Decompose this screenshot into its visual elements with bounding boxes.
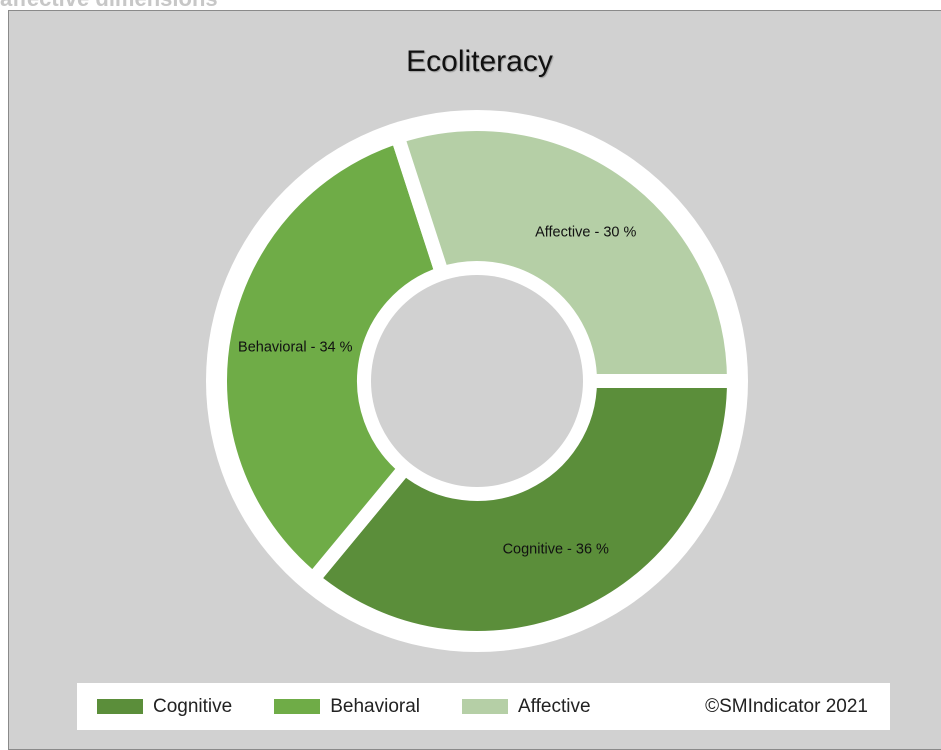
slice-label-cognitive: Cognitive - 36 % <box>503 541 609 557</box>
legend-swatch-affective <box>462 699 508 714</box>
chart-frame: Ecoliteracy Cognitive - 36 % Behavioral -… <box>8 10 941 750</box>
slice-behavioral <box>213 127 451 589</box>
legend-item-cognitive: Cognitive <box>97 696 232 718</box>
legend-label-affective: Affective <box>518 695 591 717</box>
legend-swatch-behavioral <box>274 699 321 714</box>
donut-hole <box>371 275 583 487</box>
donut-slice-labels: Cognitive - 36 % Behavioral - 34 % Affecti… <box>238 224 636 557</box>
legend-swatch-cognitive <box>97 699 143 714</box>
slice-label-affective: Affective - 30 % <box>535 224 636 240</box>
legend-label-behavioral: Behavioral <box>330 695 420 717</box>
legend-item-behavioral: Behavioral <box>274 696 420 718</box>
legend-label-cognitive: Cognitive <box>153 695 233 717</box>
copyright-text: ©SMIndicator 2021 <box>705 695 868 717</box>
donut-chart: Cognitive - 36 % Behavioral - 34 % Affecti… <box>206 110 748 652</box>
chart-legend: Cognitive Behavioral Affective ©SMIndica… <box>77 683 890 730</box>
slice-cognitive <box>303 374 742 645</box>
legend-item-affective: Affective <box>462 696 591 718</box>
chart-title: Ecoliteracy <box>406 45 553 78</box>
slice-label-behavioral: Behavioral - 34 % <box>238 339 353 355</box>
donut-slices <box>213 117 742 645</box>
page-heading: affective dimensions <box>0 0 218 12</box>
slice-affective <box>388 117 742 388</box>
